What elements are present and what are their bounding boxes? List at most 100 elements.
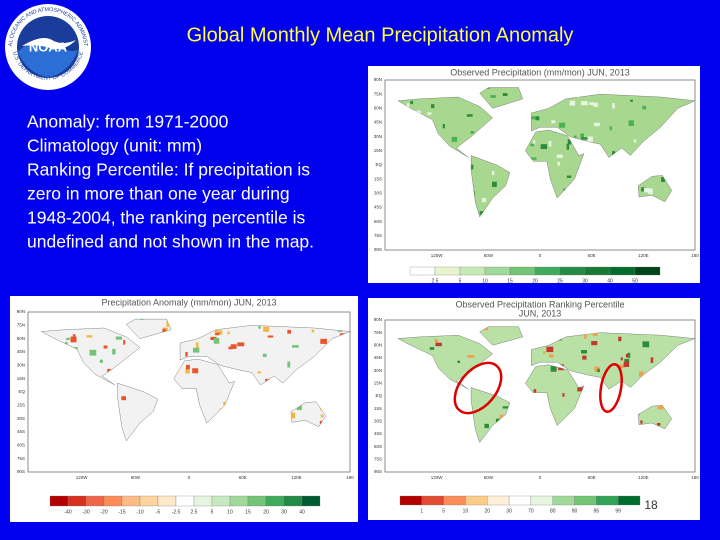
- precip-patch: [546, 346, 554, 353]
- colorbar-label: 10: [227, 509, 233, 515]
- map-title: Observed Precipitation Ranking Percentil…: [455, 299, 624, 309]
- precip-patch: [543, 351, 546, 354]
- precip-patch: [540, 144, 548, 150]
- precip-patch: [429, 347, 435, 350]
- precip-patch: [258, 323, 261, 329]
- map-panel: Precipitation Anomaly (mm/mon) JUN, 2013…: [10, 296, 358, 522]
- description-line: Climatology (unit: mm): [27, 136, 202, 156]
- lat-label: 60N: [374, 106, 382, 111]
- maps: Observed Precipitation (mm/mon) JUN, 201…: [10, 66, 700, 522]
- precip-patch: [237, 342, 245, 347]
- continent: [397, 334, 493, 390]
- precip-patch: [70, 336, 77, 343]
- precip-patch: [414, 110, 421, 114]
- lat-label: EQ: [375, 393, 382, 398]
- lat-label: 30N: [374, 368, 382, 373]
- lon-label: 60W: [484, 475, 494, 480]
- page-number: 18: [644, 498, 658, 512]
- colorbar-label: 30: [582, 278, 588, 284]
- lon-label: 60E: [588, 475, 596, 480]
- precip-patch: [587, 136, 593, 142]
- precip-patch: [228, 346, 233, 350]
- precip-patch: [549, 354, 554, 358]
- precip-patch: [661, 177, 665, 183]
- precip-patch: [569, 100, 576, 106]
- precip-patch: [548, 140, 552, 147]
- description-line: undefined and not shown in the map.: [27, 232, 314, 252]
- lat-label: 90S: [374, 247, 382, 252]
- map-title: Observed Precipitation (mm/mon) JUN, 201…: [450, 67, 630, 77]
- precip-patch: [223, 401, 226, 406]
- precip-patch: [123, 339, 126, 345]
- logo-wave: [18, 38, 78, 78]
- precip-patch: [311, 329, 315, 333]
- lat-label: 15N: [374, 148, 382, 153]
- precip-patch: [210, 336, 217, 341]
- precip-patch: [99, 359, 103, 363]
- precip-patch: [287, 361, 291, 368]
- precip-patch: [641, 187, 646, 192]
- precip-patch: [320, 338, 327, 344]
- precip-patch: [192, 347, 200, 353]
- precip-patch: [533, 389, 537, 394]
- lat-label: 15N: [374, 381, 382, 386]
- precip-patch: [451, 136, 458, 142]
- lat-label: 45S: [374, 431, 382, 436]
- precip-patch: [502, 93, 508, 97]
- precip-patch: [612, 151, 616, 156]
- precip-patch: [121, 396, 127, 401]
- colorbar-swatch: [443, 495, 466, 506]
- lon-label: 0: [188, 475, 191, 480]
- precip-patch: [594, 366, 600, 372]
- continent: [397, 96, 493, 158]
- precip-patch: [466, 114, 473, 117]
- precip-patch: [535, 116, 540, 121]
- lat-label: 45N: [17, 349, 25, 354]
- precip-patch: [589, 102, 595, 105]
- precip-patch: [166, 321, 169, 327]
- precip-patch: [640, 420, 643, 424]
- precip-patch: [185, 351, 188, 357]
- lat-label: 15S: [17, 403, 25, 408]
- colorbar-swatch: [283, 495, 303, 507]
- precip-patch: [530, 143, 535, 147]
- colorbar-swatch: [157, 495, 177, 507]
- colorbar-swatch: [229, 495, 249, 507]
- colorbar-label: 20: [263, 509, 269, 515]
- precip-patch: [628, 120, 634, 126]
- precip-patch: [66, 337, 70, 341]
- colorbar-label: 2.5: [432, 278, 439, 284]
- lat-label: 75N: [17, 323, 25, 328]
- lon-label: 60W: [131, 475, 141, 480]
- lon-label: 120W: [76, 475, 89, 480]
- continent: [637, 405, 672, 430]
- continent: [531, 93, 696, 158]
- colorbar-swatch: [67, 495, 87, 507]
- precip-patch: [162, 328, 166, 333]
- colorbar-label: 25: [557, 278, 563, 284]
- map-panel: Observed Precipitation Ranking Percentil…: [368, 298, 700, 520]
- colorbar-label: 15: [507, 278, 513, 284]
- lat-label: 60N: [17, 336, 25, 341]
- precip-patch: [267, 335, 274, 338]
- precip-patch: [442, 123, 445, 129]
- precip-patch: [484, 423, 489, 429]
- lon-label: 120E: [638, 253, 649, 258]
- colorbar-label: 10: [482, 278, 488, 284]
- precip-patch: [107, 368, 111, 374]
- continent: [470, 387, 511, 443]
- continent: [479, 326, 524, 346]
- precip-patch: [115, 336, 122, 340]
- precip-patch: [642, 105, 647, 110]
- precip-patch: [581, 137, 588, 140]
- precip-patch: [609, 126, 612, 131]
- precip-patch: [499, 414, 504, 420]
- colorbar-swatch: [459, 266, 486, 276]
- precip-patch: [620, 357, 623, 361]
- lon-label: 60E: [588, 253, 596, 258]
- precip-patch: [457, 360, 461, 363]
- colorbar-swatch: [508, 495, 532, 506]
- precip-patch: [263, 326, 270, 332]
- colorbar-label: -40: [64, 509, 71, 515]
- precip-patch: [112, 348, 116, 355]
